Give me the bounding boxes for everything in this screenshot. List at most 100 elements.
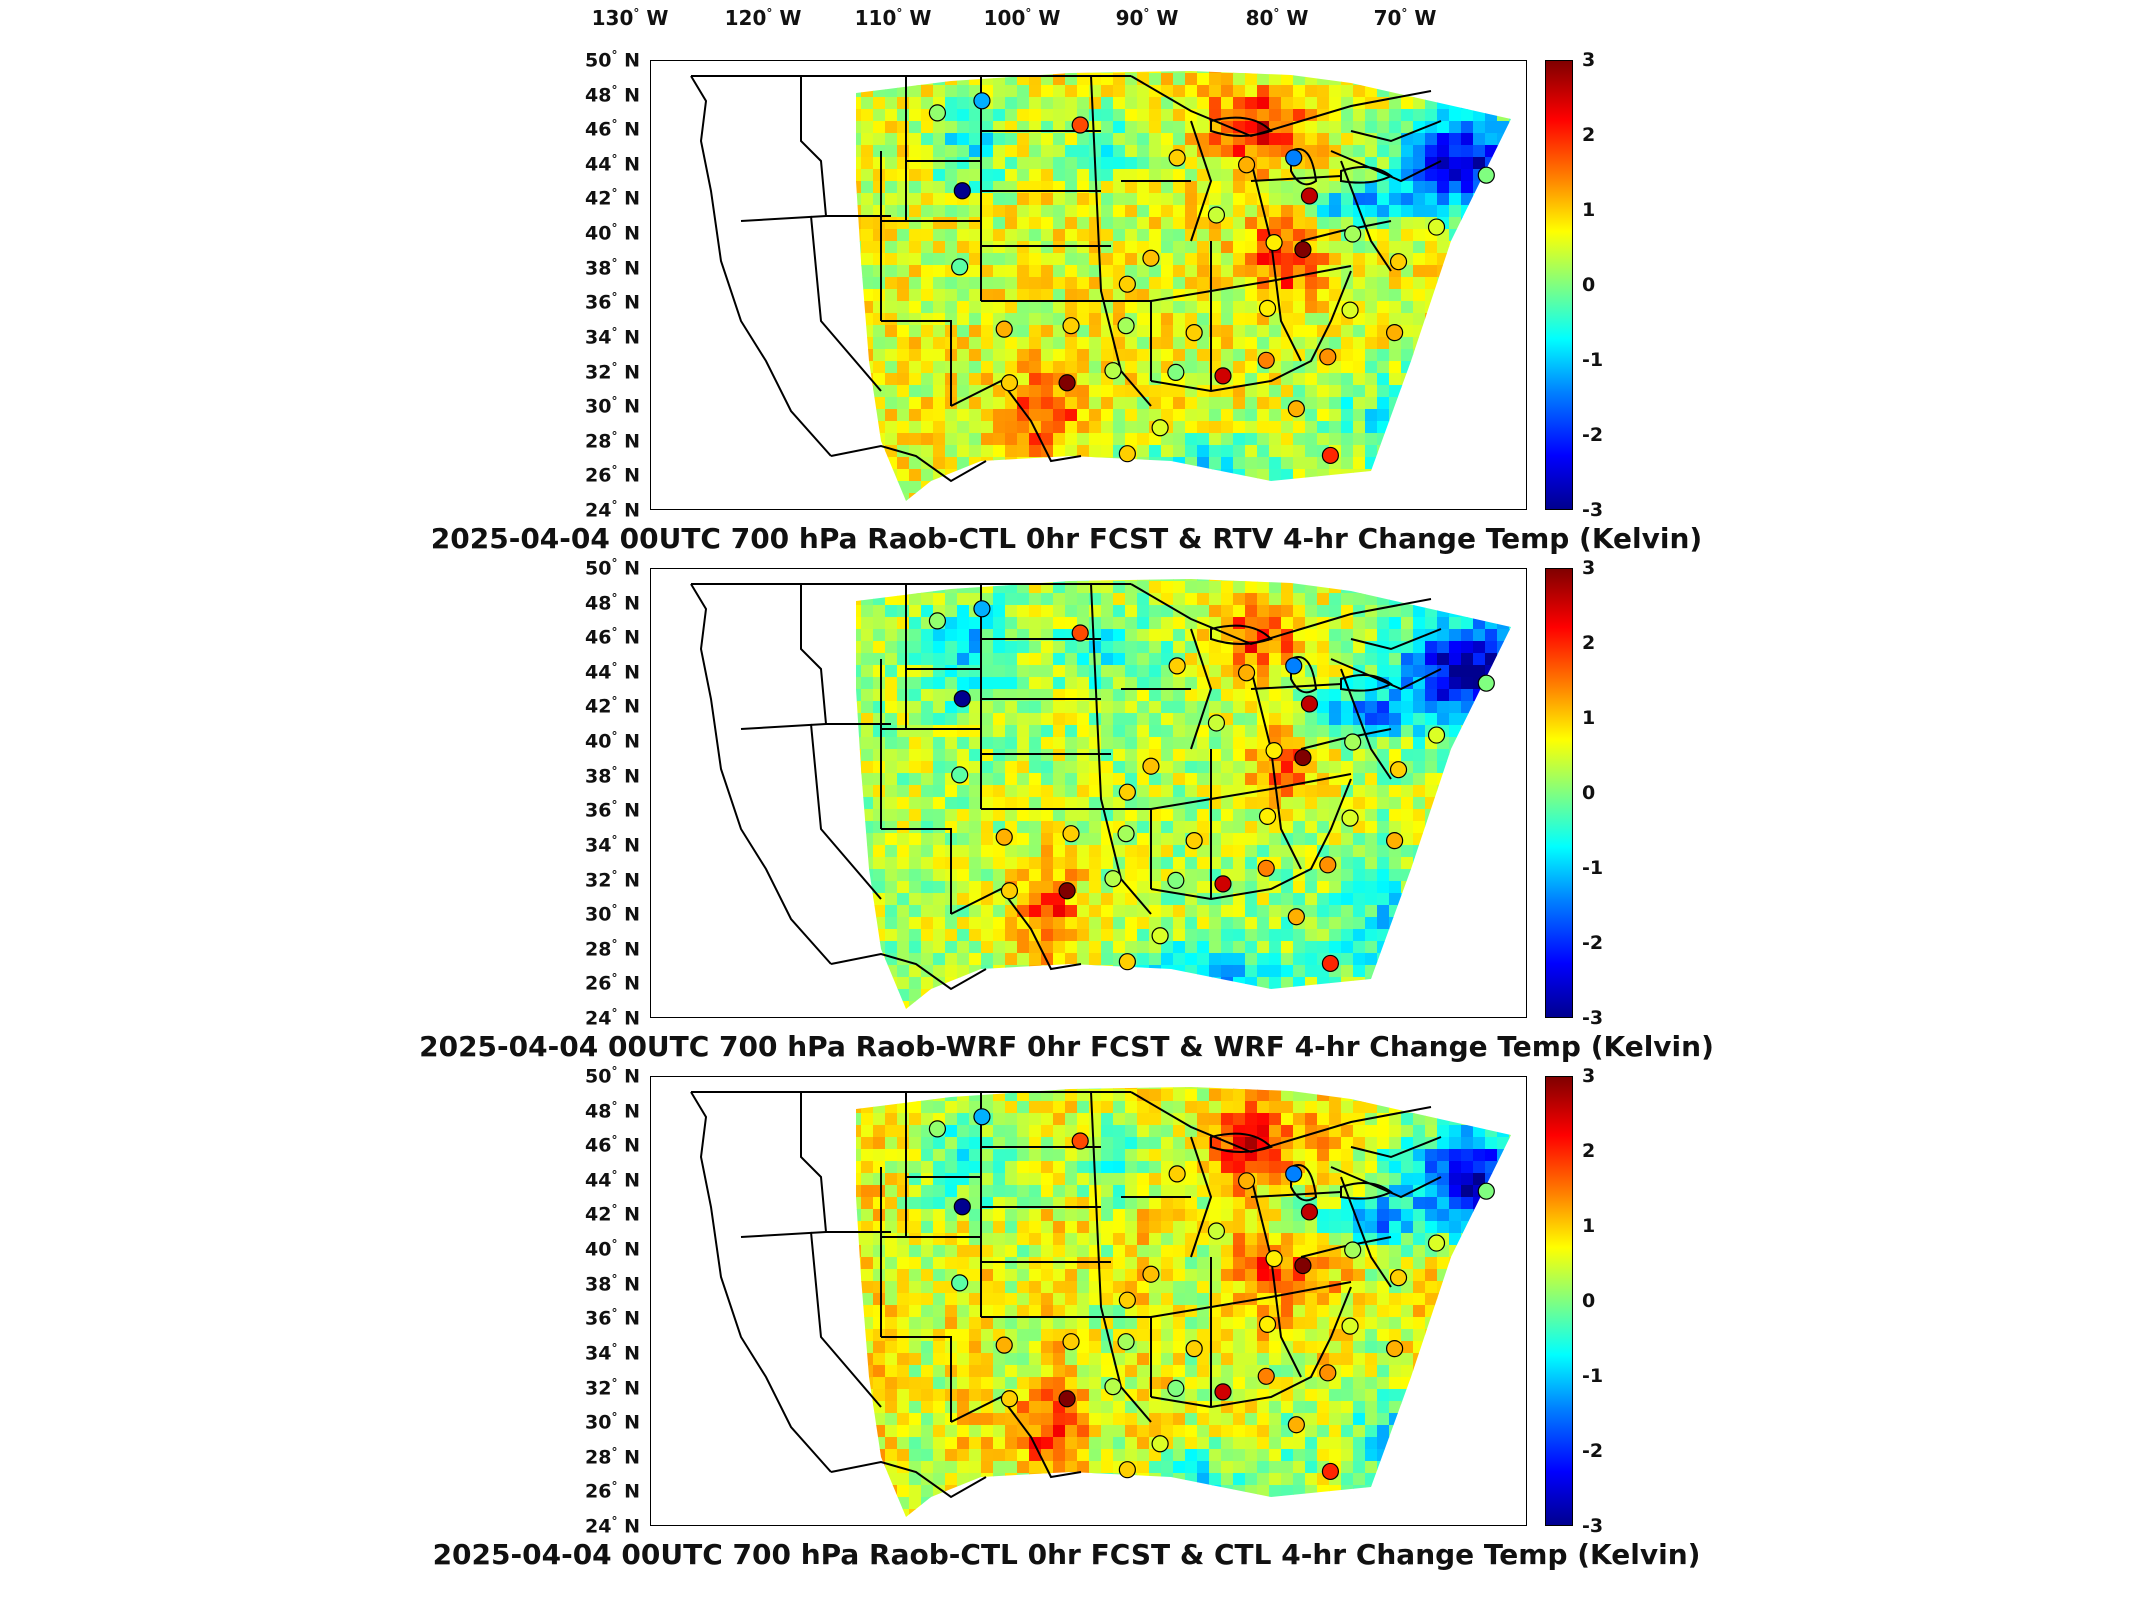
raob-station-marker[interactable] — [1000, 374, 1019, 392]
raob-station-marker[interactable] — [1117, 317, 1135, 335]
raob-station-marker[interactable] — [1167, 871, 1185, 889]
raob-station-marker[interactable] — [1000, 1390, 1019, 1408]
raob-station-marker[interactable] — [1071, 1132, 1089, 1150]
raob-station-marker[interactable] — [1071, 116, 1089, 134]
raob-station-marker[interactable] — [1344, 225, 1362, 243]
raob-station-marker[interactable] — [1214, 875, 1232, 893]
raob-station-marker[interactable] — [1257, 351, 1275, 369]
raob-station-marker[interactable] — [1104, 870, 1122, 888]
raob-station-marker[interactable] — [1185, 1340, 1203, 1358]
raob-station-marker[interactable] — [1071, 624, 1089, 642]
raob-station-marker[interactable] — [1285, 149, 1303, 167]
raob-station-marker[interactable] — [1058, 882, 1076, 900]
raob-station-marker[interactable] — [1118, 1291, 1136, 1309]
raob-station-marker[interactable] — [1118, 1461, 1136, 1479]
raob-station-marker[interactable] — [1214, 1383, 1232, 1401]
raob-station-marker[interactable] — [1207, 206, 1226, 224]
raob-station-marker[interactable] — [995, 828, 1013, 846]
raob-station-marker[interactable] — [1385, 324, 1404, 342]
raob-station-marker[interactable] — [1117, 825, 1135, 843]
raob-station-marker[interactable] — [1389, 1269, 1408, 1287]
raob-station-marker[interactable] — [953, 1198, 971, 1216]
raob-station-marker[interactable] — [1237, 156, 1256, 174]
raob-station-marker[interactable] — [1294, 748, 1312, 767]
raob-station-marker[interactable] — [953, 182, 971, 200]
raob-station-marker[interactable] — [1341, 809, 1359, 827]
raob-station-marker[interactable] — [951, 1274, 969, 1292]
raob-station-marker[interactable] — [1287, 400, 1305, 418]
raob-station-marker[interactable] — [1385, 832, 1404, 850]
raob-station-marker[interactable] — [1319, 856, 1337, 874]
raob-station-marker[interactable] — [995, 320, 1013, 338]
raob-station-marker[interactable] — [928, 1120, 947, 1138]
raob-station-marker[interactable] — [1117, 1333, 1135, 1351]
raob-station-marker[interactable] — [1000, 882, 1019, 900]
raob-station-marker[interactable] — [1258, 299, 1277, 317]
raob-station-marker[interactable] — [1118, 953, 1136, 971]
raob-station-marker[interactable] — [1344, 1241, 1362, 1259]
raob-station-marker[interactable] — [1294, 240, 1312, 259]
raob-station-marker[interactable] — [1341, 1317, 1359, 1335]
raob-station-marker[interactable] — [1062, 825, 1080, 843]
raob-station-marker[interactable] — [1285, 657, 1303, 675]
raob-station-marker[interactable] — [1321, 954, 1340, 973]
raob-station-marker[interactable] — [1207, 1222, 1226, 1240]
raob-station-marker[interactable] — [1477, 166, 1495, 184]
raob-station-marker[interactable] — [1427, 218, 1446, 236]
raob-station-marker[interactable] — [1427, 1234, 1446, 1252]
raob-station-marker[interactable] — [1321, 1462, 1340, 1481]
raob-station-marker[interactable] — [1118, 445, 1136, 463]
raob-station-marker[interactable] — [1477, 1182, 1495, 1200]
raob-station-marker[interactable] — [1237, 664, 1256, 682]
raob-station-marker[interactable] — [1300, 695, 1319, 713]
raob-station-marker[interactable] — [1265, 742, 1283, 760]
map-frame[interactable] — [650, 1076, 1527, 1526]
raob-station-marker[interactable] — [1142, 757, 1160, 775]
raob-station-marker[interactable] — [951, 258, 969, 276]
raob-station-marker[interactable] — [1265, 234, 1283, 252]
raob-station-marker[interactable] — [973, 1108, 991, 1126]
raob-station-marker[interactable] — [1300, 187, 1319, 205]
raob-station-marker[interactable] — [1389, 761, 1408, 779]
raob-station-marker[interactable] — [1321, 446, 1340, 465]
raob-station-marker[interactable] — [1258, 807, 1277, 825]
raob-station-marker[interactable] — [1385, 1340, 1404, 1358]
raob-station-marker[interactable] — [1214, 367, 1232, 385]
raob-station-marker[interactable] — [1287, 908, 1305, 926]
raob-station-marker[interactable] — [1062, 1333, 1080, 1351]
raob-station-marker[interactable] — [1058, 1390, 1076, 1408]
raob-station-marker[interactable] — [1151, 927, 1169, 945]
raob-station-marker[interactable] — [1285, 1165, 1303, 1183]
raob-station-marker[interactable] — [1257, 1367, 1275, 1385]
raob-station-marker[interactable] — [1118, 783, 1136, 801]
raob-station-marker[interactable] — [951, 766, 969, 784]
raob-station-marker[interactable] — [1118, 275, 1136, 293]
raob-station-marker[interactable] — [1258, 1315, 1277, 1333]
raob-station-marker[interactable] — [1294, 1256, 1312, 1275]
raob-station-marker[interactable] — [1167, 1379, 1185, 1397]
raob-station-marker[interactable] — [1265, 1250, 1283, 1268]
map-frame[interactable] — [650, 568, 1527, 1018]
raob-station-marker[interactable] — [1167, 363, 1185, 381]
raob-station-marker[interactable] — [1168, 657, 1186, 675]
raob-station-marker[interactable] — [1062, 317, 1080, 335]
raob-station-marker[interactable] — [928, 104, 947, 122]
raob-station-marker[interactable] — [953, 690, 971, 708]
raob-station-marker[interactable] — [973, 600, 991, 618]
raob-station-marker[interactable] — [1319, 1364, 1337, 1382]
raob-station-marker[interactable] — [1389, 253, 1408, 271]
raob-station-marker[interactable] — [995, 1336, 1013, 1354]
raob-station-marker[interactable] — [1104, 1378, 1122, 1396]
raob-station-marker[interactable] — [1142, 1265, 1160, 1283]
raob-station-marker[interactable] — [928, 612, 947, 630]
raob-station-marker[interactable] — [1344, 733, 1362, 751]
raob-station-marker[interactable] — [1341, 301, 1359, 319]
raob-station-marker[interactable] — [1058, 374, 1076, 392]
raob-station-marker[interactable] — [1427, 726, 1446, 744]
map-frame[interactable] — [650, 60, 1527, 510]
raob-station-marker[interactable] — [1319, 348, 1337, 366]
raob-station-marker[interactable] — [1185, 832, 1203, 850]
raob-station-marker[interactable] — [1151, 1435, 1169, 1453]
raob-station-marker[interactable] — [1287, 1416, 1305, 1434]
raob-station-marker[interactable] — [973, 92, 991, 110]
